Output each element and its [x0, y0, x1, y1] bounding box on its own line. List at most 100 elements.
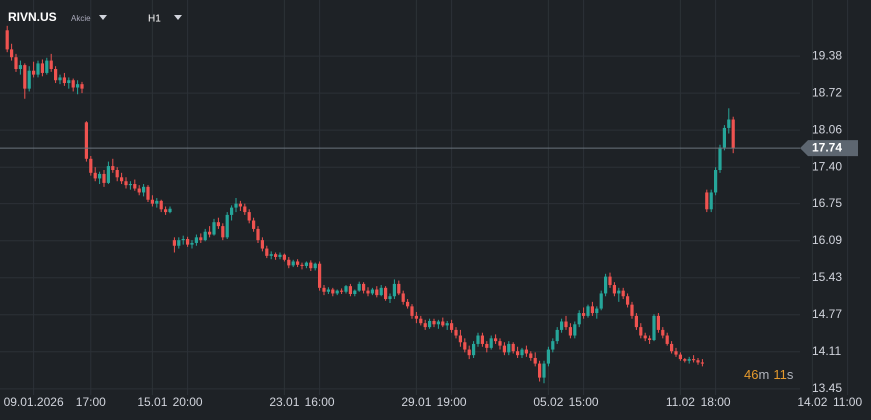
candle-body: [54, 69, 58, 81]
candle-body: [146, 186, 150, 200]
candle-body: [480, 335, 484, 344]
x-tick-label: 11.02: [666, 395, 695, 409]
interval[interactable]: H1: [148, 14, 161, 25]
candle-body: [511, 343, 515, 352]
candle-body: [705, 192, 709, 210]
candle-body: [423, 323, 427, 328]
candle-body: [524, 349, 528, 354]
candle-body: [700, 362, 704, 364]
candle-body: [40, 63, 44, 73]
candle-body: [155, 200, 159, 204]
candle-body: [353, 290, 357, 295]
candle-body: [67, 80, 71, 84]
candle-body: [634, 315, 638, 328]
candle-body: [340, 290, 344, 292]
candle-body: [595, 308, 599, 314]
candle-body: [472, 343, 476, 356]
candle-body: [551, 341, 555, 350]
candle-body: [348, 286, 352, 295]
candle-body: [128, 184, 132, 186]
candle-body: [133, 184, 137, 189]
candle-body: [612, 285, 616, 294]
candle-body: [216, 222, 220, 227]
x-tick-label: 05.02: [533, 395, 563, 409]
candle-body: [419, 318, 423, 324]
candle-body: [397, 283, 401, 294]
candle-body: [58, 77, 62, 81]
candle-body: [225, 214, 229, 238]
candle-body: [529, 353, 533, 358]
candle-body: [656, 315, 660, 330]
candle-body: [106, 166, 110, 183]
last-price-tag: [800, 140, 858, 157]
candle-body: [639, 327, 643, 336]
candle-body: [274, 254, 278, 257]
candle-body: [71, 80, 75, 88]
candle-body: [278, 254, 282, 257]
candle-body: [450, 323, 454, 330]
candle-body: [546, 349, 550, 364]
candle-body: [115, 170, 119, 178]
candle-body: [643, 335, 647, 339]
interval-dropdown[interactable]: [174, 15, 182, 20]
candle-body: [14, 57, 18, 70]
candle-body: [617, 290, 621, 294]
candle-body: [10, 49, 14, 58]
candle-body: [362, 283, 366, 291]
x-tick-label: 11:00: [833, 395, 862, 409]
y-tick-label: 14.11: [812, 344, 841, 358]
candle-body: [727, 119, 731, 128]
candle-body: [599, 293, 603, 309]
axes: 19.38 18.72 18.06 17.40 16.75 16.09 15.43 14.77…: [4, 48, 863, 409]
candle-body: [432, 320, 436, 325]
candle-body: [520, 349, 524, 356]
candle-body: [410, 306, 414, 316]
candle-body: [300, 264, 304, 266]
candle-body: [357, 283, 361, 291]
candle-body: [652, 315, 656, 341]
symbol[interactable]: RIVN.US: [8, 10, 57, 24]
candle-body: [696, 360, 700, 363]
y-tick-label: 15.43: [812, 270, 842, 284]
candle-body: [49, 60, 53, 70]
x-tick-label: 29.01: [401, 395, 431, 409]
candle-body: [661, 329, 665, 336]
candle-body: [287, 259, 291, 266]
candle-body: [502, 345, 506, 353]
candle-body: [5, 30, 9, 50]
candle-body: [265, 248, 269, 256]
candle-body: [335, 290, 339, 294]
x-tick-label: 15:00: [569, 395, 599, 409]
candle-body: [582, 313, 586, 316]
candle-body: [120, 177, 124, 182]
candle-body: [626, 296, 630, 305]
candle-body: [621, 290, 625, 297]
candle-body: [45, 60, 49, 73]
candle-body: [186, 239, 190, 245]
candle-body: [379, 287, 383, 296]
candle-body: [318, 263, 322, 288]
candle-body: [608, 276, 612, 286]
candle-body: [401, 293, 405, 302]
candle-body: [137, 188, 141, 193]
candle-body: [322, 287, 326, 292]
candle-body: [221, 226, 225, 238]
symbol-dropdown[interactable]: [99, 15, 107, 20]
y-tick-label: 17.40: [812, 159, 842, 173]
y-tick-label: 19.38: [812, 48, 842, 62]
candle-body: [489, 338, 493, 348]
candle-body: [388, 296, 392, 300]
countdown: 46m 11s: [744, 367, 794, 382]
candle-body: [181, 239, 185, 241]
candle-body: [498, 341, 502, 346]
candle-body: [573, 324, 577, 336]
candle-body: [36, 63, 40, 75]
candle-body: [458, 335, 462, 343]
candle-body: [234, 203, 238, 208]
instrument-kind: Akcie: [71, 14, 91, 23]
candle-body: [76, 84, 80, 88]
candle-body: [392, 283, 396, 297]
candle-body: [194, 237, 198, 243]
